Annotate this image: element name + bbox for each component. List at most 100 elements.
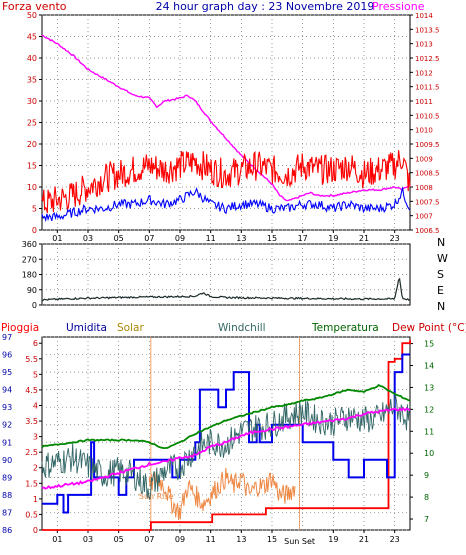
wind-tick-label: 35 (27, 76, 37, 85)
legend-item: Umidita (66, 322, 107, 334)
x-tick-label: 07 (144, 234, 154, 243)
chart-title: 24 hour graph day : 23 Novembre 2019 (156, 0, 375, 13)
wind-tick-label: 0 (32, 226, 37, 235)
compass-label: N (437, 300, 445, 313)
pressure-tick-label: 1009.5 (415, 141, 440, 149)
humidity-tick-label: 89 (2, 473, 12, 482)
temp-tick-label: 7 (424, 515, 429, 524)
pressure-tick-label: 1010.5 (415, 112, 440, 120)
solar-series (148, 467, 296, 521)
humidity-tick-label: 92 (2, 421, 12, 430)
humidity-tick-label: 97 (2, 333, 12, 342)
rain-tick-label: 2 (33, 464, 38, 473)
x-tick-label: 21 (359, 535, 369, 544)
temp-tick-label: 15 (424, 340, 434, 349)
rain-tick-label: 3 (33, 433, 38, 442)
wind-tick-label: 15 (27, 162, 37, 171)
pressure-tick-label: 1009 (415, 155, 433, 163)
temp-tick-label: 13 (424, 383, 434, 392)
pressure-axis-title: Pressione (372, 0, 425, 13)
x-tick-label: 19 (328, 535, 338, 544)
x-tick-label: 11 (206, 234, 216, 243)
pressure-tick-label: 1008.5 (415, 170, 440, 178)
rain-tick-label: 4.5 (25, 386, 38, 395)
temp-tick-label: 12 (424, 405, 434, 414)
wind-axis-title: Forza vento (2, 0, 67, 13)
legend-item: Windchill (218, 322, 266, 334)
pressure-tick-label: 1007.5 (415, 198, 440, 206)
wind-tick-label: 25 (27, 119, 37, 128)
legend-item: Solar (117, 322, 144, 334)
pressure-tick-label: 1007 (415, 213, 433, 221)
direction-tick-label: 360 (22, 240, 37, 249)
rain-tick-label: 5 (33, 370, 38, 379)
temp-tick-label: 11 (424, 427, 434, 436)
humidity-tick-label: 93 (2, 403, 12, 412)
x-tick-label: 03 (83, 234, 93, 243)
direction-tick-label: 90 (27, 286, 37, 295)
x-tick-label: 09 (175, 234, 185, 243)
x-tick-label: 05 (114, 234, 124, 243)
legend-item: Dew Point (°C) (392, 322, 466, 334)
x-tick-label: 15 (267, 535, 277, 544)
pressure-tick-label: 1013.5 (415, 26, 440, 34)
rain-tick-label: 1 (33, 495, 38, 504)
x-tick-label: 01 (52, 234, 62, 243)
compass-label: W (437, 252, 448, 265)
temperature-series (41, 383, 411, 450)
compass-label: N (437, 236, 445, 249)
humidity-tick-label: 96 (2, 351, 12, 360)
humidity-tick-label: 88 (2, 491, 12, 500)
sunrise-label: Sun Rise (139, 492, 174, 501)
compass-label: S (437, 268, 444, 281)
pressure-tick-label: 1012 (415, 69, 433, 77)
x-tick-label: 09 (175, 535, 185, 544)
rain-tick-label: 0 (33, 526, 38, 535)
direction-tick-label: 270 (22, 255, 37, 264)
humidity-tick-label: 95 (2, 368, 12, 377)
rain-tick-label: 1.5 (25, 479, 38, 488)
legend-item: Temperatura (311, 322, 379, 334)
x-tick-label: 05 (114, 535, 124, 544)
wind-tick-label: 5 (32, 205, 37, 214)
x-tick-label: 03 (83, 535, 93, 544)
pressure-series (41, 34, 411, 202)
pressure-tick-label: 1010 (415, 127, 433, 135)
temp-tick-label: 8 (424, 493, 429, 502)
temp-tick-label: 14 (424, 362, 434, 371)
wind-tick-label: 30 (27, 97, 37, 106)
pressure-tick-label: 1014 (415, 12, 433, 20)
humidity-tick-label: 94 (2, 386, 12, 395)
humidity-tick-label: 87 (2, 508, 12, 517)
x-tick-label: 23 (390, 535, 400, 544)
x-tick-label: 13 (236, 234, 246, 243)
x-tick-label: 19 (328, 234, 338, 243)
rain-tick-label: 4 (33, 401, 38, 410)
wind-direction-series (41, 277, 411, 302)
wind-tick-label: 50 (27, 11, 37, 20)
legend-item: Pioggia (1, 322, 39, 334)
wind-tick-label: 40 (27, 54, 37, 63)
wind-pressure-panel-grid (42, 14, 410, 231)
x-tick-label: 17 (298, 234, 308, 243)
pressure-tick-label: 1012.5 (415, 55, 440, 63)
wind-tick-label: 45 (27, 33, 37, 42)
direction-tick-label: 0 (32, 301, 37, 310)
x-tick-label: 01 (52, 535, 62, 544)
humidity-temperature-panel: 86878889909192939495969700.511.522.533.5… (2, 333, 434, 546)
pressure-tick-label: 1006.5 (415, 227, 440, 235)
direction-tick-label: 180 (22, 271, 37, 280)
wind-tick-label: 20 (27, 140, 37, 149)
rain-tick-label: 2.5 (25, 448, 38, 457)
x-tick-label: 07 (144, 535, 154, 544)
x-tick-label: 13 (236, 535, 246, 544)
compass-label: E (437, 284, 444, 297)
x-tick-label: 15 (267, 234, 277, 243)
humidity-series (42, 353, 410, 514)
temp-tick-label: 9 (424, 471, 429, 480)
pressure-tick-label: 1011 (415, 98, 433, 106)
rain-tick-label: 6 (33, 339, 38, 348)
sunset-label: Sun Set (284, 537, 315, 546)
